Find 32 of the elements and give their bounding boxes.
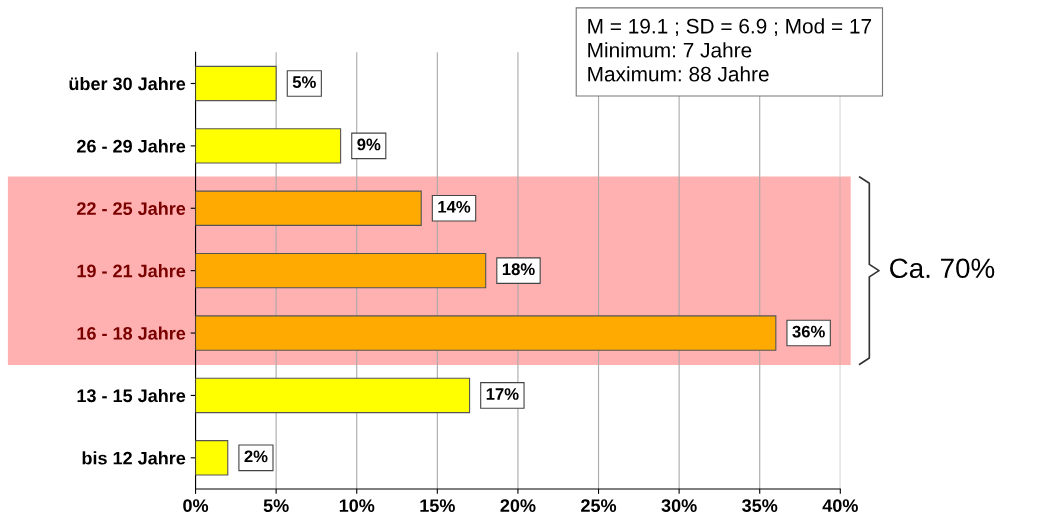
y-tick-label: 16 - 18 Jahre bbox=[77, 326, 186, 340]
data-label: 18% bbox=[502, 263, 535, 276]
bar bbox=[195, 252, 487, 289]
y-tick-label: bis 12 Jahre bbox=[82, 451, 186, 465]
x-tick-label: 30% bbox=[661, 499, 697, 513]
x-tick-label: 10% bbox=[339, 499, 375, 512]
bar bbox=[195, 315, 777, 351]
x-tick-label: 5% bbox=[263, 499, 289, 512]
y-tick-label: 22 - 25 Jahre bbox=[77, 201, 186, 215]
data-label: 2% bbox=[244, 450, 268, 463]
data-label: 17% bbox=[486, 388, 519, 400]
x-tick-label: 15% bbox=[420, 499, 455, 512]
bar bbox=[195, 65, 277, 102]
x-tick-label: 0% bbox=[183, 499, 209, 512]
y-tick-label: 26 - 29 Jahre bbox=[77, 139, 186, 153]
y-tick-label: 13 - 15 Jahre bbox=[77, 388, 186, 403]
data-label: 14% bbox=[438, 200, 471, 213]
bar bbox=[195, 377, 471, 414]
y-tick-label: über 30 Jahre bbox=[69, 76, 186, 91]
bar bbox=[195, 440, 229, 476]
annotation: M = 19.1 ; SD = 6.9 ; Mod = 17 Minimum: 7 Jahre Maximum: 88 Jahre bbox=[588, 18, 872, 82]
x-tick-label: 20% bbox=[500, 499, 536, 512]
x-tick-label: 25% bbox=[581, 499, 617, 512]
data-label: 5% bbox=[292, 76, 316, 88]
y-tick-label: 19 - 21 Jahre bbox=[77, 264, 186, 278]
band-label: Ca. 70% bbox=[890, 258, 995, 279]
bar bbox=[195, 128, 342, 164]
x-tick-label: 35% bbox=[742, 499, 778, 513]
data-label: 36% bbox=[792, 325, 825, 338]
bar bbox=[195, 190, 422, 226]
x-tick-label: 40% bbox=[822, 499, 858, 512]
data-label: 9% bbox=[357, 138, 381, 151]
